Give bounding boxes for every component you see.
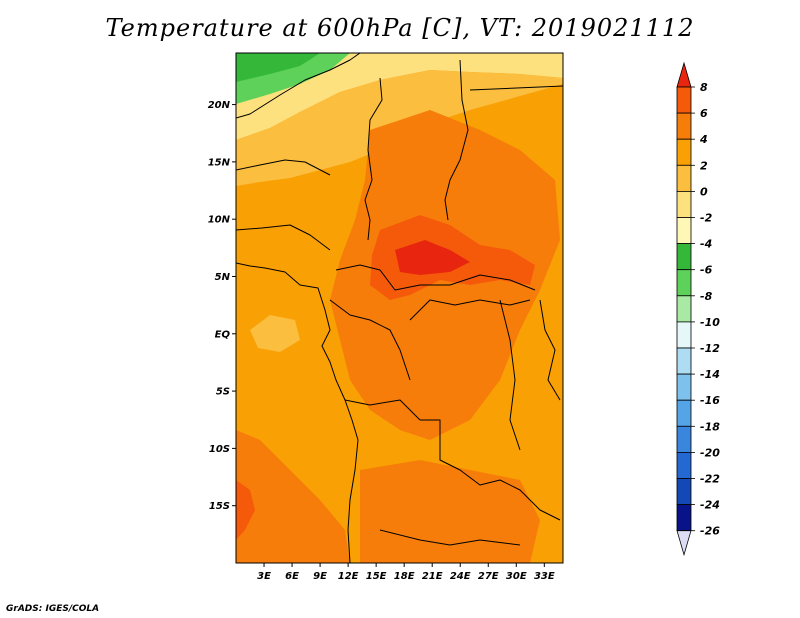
temperature-fill-gabon-cool-patch — [250, 315, 300, 352]
latitude-axis: 20N 15N 10N 5N EQ 5S 10S 15S — [208, 100, 236, 512]
colorbar-label: 2 — [700, 159, 708, 172]
colorbar-label: 0 — [700, 185, 708, 198]
grads-credit: GrADS: IGES/COLA — [6, 604, 100, 614]
temperature-fill-angola-coast-hot — [236, 480, 255, 540]
colorbar-swatch — [676, 86, 692, 114]
colorbar-swatch — [676, 478, 692, 506]
lat-tick-label: 20N — [208, 100, 231, 111]
lon-tick-label: 21E — [422, 571, 443, 582]
lat-tick-label: 5S — [216, 387, 230, 398]
colorbar-label: -16 — [700, 394, 720, 407]
colorbar-label: -10 — [700, 316, 720, 329]
temperature-fill-angola-coast-warm — [236, 430, 350, 563]
lon-tick-label: 9E — [313, 571, 327, 582]
colorbar-swatch — [676, 451, 692, 479]
longitude-axis: 3E 6E 9E 12E 15E 18E 21E 24E 27E 30E 33E — [257, 563, 555, 582]
colorbar-swatch — [676, 190, 692, 218]
temperature-fill-central-african-hot-core-peak — [395, 240, 470, 275]
lon-tick-label: 15E — [366, 571, 387, 582]
lon-tick-label: 30E — [506, 571, 527, 582]
colorbar-label: -8 — [700, 290, 713, 303]
lon-tick-label: 18E — [394, 571, 415, 582]
colorbar-swatch — [676, 347, 692, 375]
plot-frame — [235, 52, 564, 564]
lon-tick-label: 6E — [285, 571, 299, 582]
lon-tick-label: 33E — [534, 571, 555, 582]
lon-tick-label: 12E — [338, 571, 359, 582]
colorbar-swatch — [676, 373, 692, 401]
country-boundaries — [236, 53, 563, 563]
colorbar-swatch — [676, 164, 692, 192]
lat-tick-label: 10S — [209, 444, 230, 455]
colorbar-legend: 8 6 4 2 0 -2 -4 -6 -8 -10 -12 -14 -16 -18 -20 -22 -24 -26 — [676, 61, 720, 557]
lat-tick-label: 10N — [208, 215, 231, 226]
colorbar-swatch — [676, 217, 692, 245]
colorbar-swatch — [676, 138, 692, 166]
colorbar-swatch — [676, 425, 692, 453]
temperature-fill-zambia-warm — [360, 460, 540, 563]
lat-tick-label: EQ — [215, 329, 231, 340]
lat-tick-label: 5N — [215, 272, 231, 283]
lat-tick-label: 15N — [208, 157, 231, 168]
chart-title: Temperature at 600hPa [C], VT: 201902111… — [105, 14, 695, 42]
colorbar-swatch — [676, 399, 692, 427]
temperature-fill-sahara-north-edge-core — [236, 53, 320, 82]
lon-tick-label: 24E — [450, 571, 471, 582]
colorbar-swatch — [676, 112, 692, 140]
lat-tick-label: 15S — [209, 501, 230, 512]
colorbar-label: 6 — [700, 107, 708, 120]
colorbar-label: -2 — [700, 212, 713, 225]
colorbar-label: -22 — [700, 473, 720, 486]
colorbar-top-arrow — [676, 61, 692, 88]
colorbar-label: -26 — [700, 525, 720, 538]
colorbar-label: -4 — [700, 238, 712, 251]
colorbar-swatch — [676, 504, 692, 532]
colorbar-label: 8 — [700, 81, 708, 94]
lon-tick-label: 3E — [257, 571, 271, 582]
colorbar-swatch — [676, 269, 692, 297]
colorbar-bottom-arrow — [676, 530, 692, 557]
colorbar-label: -6 — [700, 264, 713, 277]
colorbar-swatch — [676, 321, 692, 349]
colorbar-label: -24 — [700, 499, 720, 512]
colorbar-label: 4 — [699, 133, 708, 146]
lon-tick-label: 27E — [478, 571, 499, 582]
colorbar-label: -18 — [700, 420, 720, 433]
temperature-field — [236, 53, 563, 563]
colorbar-label: -12 — [700, 342, 720, 355]
colorbar-swatch — [676, 295, 692, 323]
colorbar-label: -20 — [700, 446, 720, 459]
colorbar-swatch — [676, 243, 692, 271]
colorbar-label: -14 — [700, 368, 720, 381]
